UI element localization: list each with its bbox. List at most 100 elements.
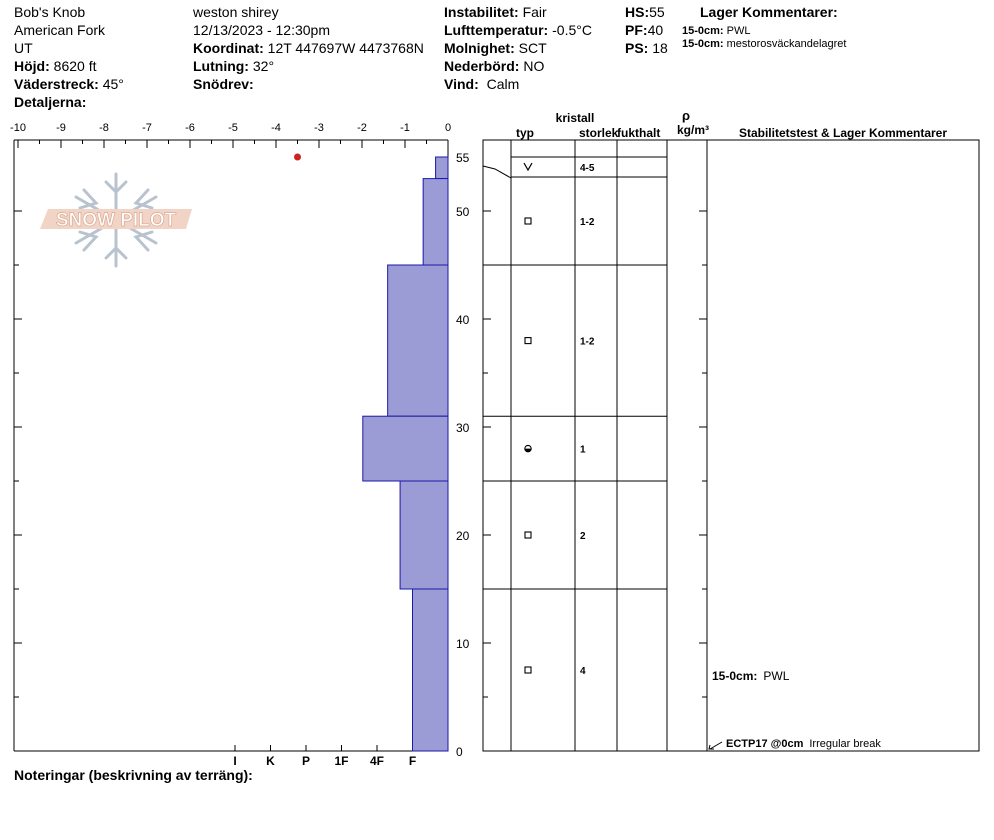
type-column-header: typ (516, 126, 534, 140)
stability-label: Instabilitet: (444, 4, 519, 20)
slope-row: Lutning: 32° (193, 58, 274, 74)
temperature-points (294, 153, 301, 161)
depth-tick-label: 50 (456, 205, 470, 219)
temperature-tick-label: -10 (10, 122, 26, 134)
depth-tick-label: 0 (456, 745, 463, 759)
faceted-crystal-icon (524, 666, 532, 674)
depth-ticks: 0 10 20 30 40 50 55 (14, 151, 470, 759)
slope-label: Lutning: (193, 58, 249, 74)
observation-datetime: 12/13/2023 - 12:30pm (193, 22, 330, 38)
depth-tick-label: 10 (456, 637, 470, 651)
stability-row: Instabilitet: Fair (444, 4, 547, 20)
pf-value: 40 (647, 22, 664, 38)
temperature-tick-label: -6 (185, 122, 195, 134)
layer-annotation-text: PWL (763, 669, 789, 683)
details-label: Detaljerna: (14, 94, 87, 110)
elevation-value: 8620 ft (53, 58, 97, 74)
layer-comments-title: Lager Kommentarer: (700, 4, 838, 20)
grain-size-label: 1-2 (580, 217, 595, 228)
size-column-header: storlek (579, 126, 619, 140)
elevation-row: Höjd: 8620 ft (14, 58, 96, 74)
layer-comment-2: 15-0cm: mestorosväckandelagret (682, 38, 846, 50)
wind-value: Calm (486, 76, 520, 92)
wind-loading-label: Snödrev: (193, 76, 254, 92)
hs-label: HS: (625, 4, 650, 20)
temperature-ticks: -10 -9 -8 -7 -6 -5 -4 -3 -2 -1 0 (10, 122, 451, 148)
stability-test-marker: ECTP17 @0cm Irregular break (708, 738, 881, 750)
logo-banner (40, 209, 192, 229)
depth-tick-label: 40 (456, 313, 470, 327)
stability-column-header: Stabilitetstest & Lager Kommentarer (739, 126, 947, 140)
stability-test-comment: Irregular break (809, 738, 881, 750)
layer-comment-1-depth: 15-0cm: (682, 25, 724, 37)
hs-value: 55 (649, 4, 665, 20)
sky-row: Molnighet: SCT (444, 40, 547, 56)
hardness-bars (362, 156, 449, 752)
temperature-tick-label: -2 (357, 122, 367, 134)
hardness-bar (387, 264, 449, 417)
pf-label: PF: (625, 22, 648, 38)
arrow-head-icon (708, 744, 714, 750)
sky-value: SCT (518, 40, 547, 56)
layer-connector-line (482, 165, 512, 179)
grain-size-label: 4-5 (580, 163, 595, 174)
aspect-label: Väderstreck: (14, 76, 99, 92)
layer-annotation-depth: 15-0cm: (712, 669, 757, 683)
temperature-tick-label: 0 (445, 122, 451, 134)
depth-tick-label: 20 (456, 529, 470, 543)
aspect-row: Väderstreck: 45° (14, 76, 124, 92)
temperature-tick-label: -5 (228, 122, 238, 134)
wind-row: Vind: Calm (444, 76, 519, 92)
hs-row: HS:55 (625, 4, 665, 20)
hardness-ticks: I K P 1F 4F F (233, 745, 416, 768)
grain-size-label: 1-2 (580, 337, 595, 348)
elevation-label: Höjd: (14, 58, 50, 74)
grain-size-label: 1 (580, 445, 586, 456)
depth-tick-label: 30 (456, 421, 470, 435)
temperature-tick-label: -8 (99, 122, 109, 134)
coordinate-value: 12T 447697W 4473768N (267, 40, 424, 56)
hardness-tick-label: 1F (334, 754, 348, 768)
hardness-tick-label: P (302, 754, 310, 768)
hardness-tick-label: 4F (370, 754, 384, 768)
layer-comment-1: 15-0cm: PWL (682, 25, 750, 37)
observer-name: weston shirey (193, 4, 279, 20)
precip-label: Nederbörd: (444, 58, 520, 74)
surface-hoar-icon (523, 162, 533, 172)
ps-row: PS: 18 (625, 40, 668, 56)
hardness-tick-label: I (233, 754, 236, 768)
rho-column-header: ρ (682, 108, 690, 123)
layer-table: kristall typ storlek fukthalt ρ kg/m³ St… (482, 108, 980, 752)
temperature-tick-label: -7 (142, 122, 152, 134)
layer-comment-2-depth: 15-0cm: (682, 38, 724, 50)
sky-label: Molnighet: (444, 40, 515, 56)
table-frame (482, 139, 980, 752)
crystal-column-header: kristall (556, 111, 595, 125)
density-column-header: kg/m³ (677, 123, 709, 137)
temperature-tick-label: -9 (56, 122, 66, 134)
hardness-tick-label: F (409, 754, 416, 768)
hardness-bar (412, 588, 449, 752)
faceted-crystal-icon (524, 217, 532, 225)
ps-value: 18 (652, 40, 668, 56)
temperature-point (294, 153, 301, 161)
stability-test-text: ECTP17 @0cm Irregular break (726, 738, 881, 750)
stability-test-arrow (709, 741, 723, 750)
coordinate-label: Koordinat: (193, 40, 264, 56)
grain-size-label: 4 (580, 666, 586, 677)
stability-test-code: ECTP17 @0cm (726, 738, 804, 750)
temperature-tick-label: -1 (400, 122, 410, 134)
precip-row: Nederbörd: NO (444, 58, 544, 74)
moisture-column-header: fukthalt (617, 126, 660, 140)
temperature-tick-label: -4 (271, 122, 281, 134)
temperature-tick-label: -3 (314, 122, 324, 134)
hardness-bar (435, 156, 449, 180)
faceted-crystal-icon (524, 531, 532, 539)
state-name: UT (14, 40, 33, 56)
faceted-crystal-icon (524, 337, 532, 345)
snowpilot-logo: SNOW PILOT (40, 172, 192, 268)
pf-row: PF:40 (625, 22, 663, 38)
air-temp-value: -0.5°C (552, 22, 592, 38)
hardness-bar (399, 480, 449, 590)
